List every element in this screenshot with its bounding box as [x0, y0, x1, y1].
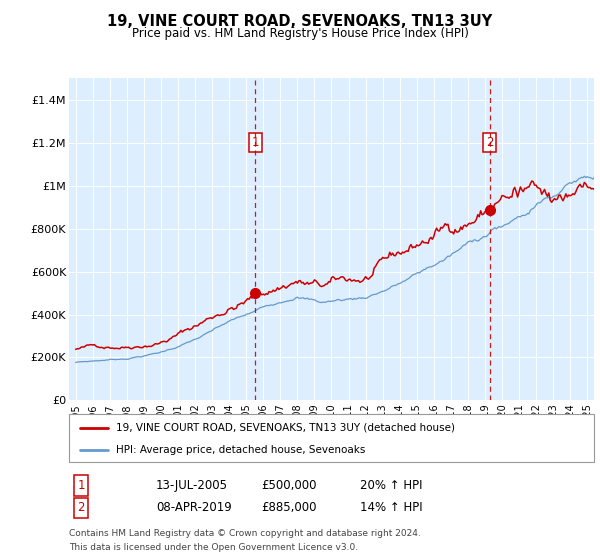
Text: 13-JUL-2005: 13-JUL-2005: [156, 479, 228, 492]
Text: 2: 2: [77, 501, 85, 515]
Text: 19, VINE COURT ROAD, SEVENOAKS, TN13 3UY: 19, VINE COURT ROAD, SEVENOAKS, TN13 3UY: [107, 14, 493, 29]
Text: 20% ↑ HPI: 20% ↑ HPI: [360, 479, 422, 492]
Text: This data is licensed under the Open Government Licence v3.0.: This data is licensed under the Open Gov…: [69, 543, 358, 552]
Text: HPI: Average price, detached house, Sevenoaks: HPI: Average price, detached house, Seve…: [116, 445, 365, 455]
Text: 19, VINE COURT ROAD, SEVENOAKS, TN13 3UY (detached house): 19, VINE COURT ROAD, SEVENOAKS, TN13 3UY…: [116, 423, 455, 433]
Text: 08-APR-2019: 08-APR-2019: [156, 501, 232, 515]
Text: 1: 1: [77, 479, 85, 492]
Text: Contains HM Land Registry data © Crown copyright and database right 2024.: Contains HM Land Registry data © Crown c…: [69, 529, 421, 538]
Text: 2: 2: [486, 136, 493, 150]
Text: 14% ↑ HPI: 14% ↑ HPI: [360, 501, 422, 515]
FancyBboxPatch shape: [69, 414, 594, 462]
Text: £500,000: £500,000: [261, 479, 317, 492]
Text: Price paid vs. HM Land Registry's House Price Index (HPI): Price paid vs. HM Land Registry's House …: [131, 27, 469, 40]
Text: £885,000: £885,000: [261, 501, 317, 515]
Text: 1: 1: [251, 136, 259, 150]
